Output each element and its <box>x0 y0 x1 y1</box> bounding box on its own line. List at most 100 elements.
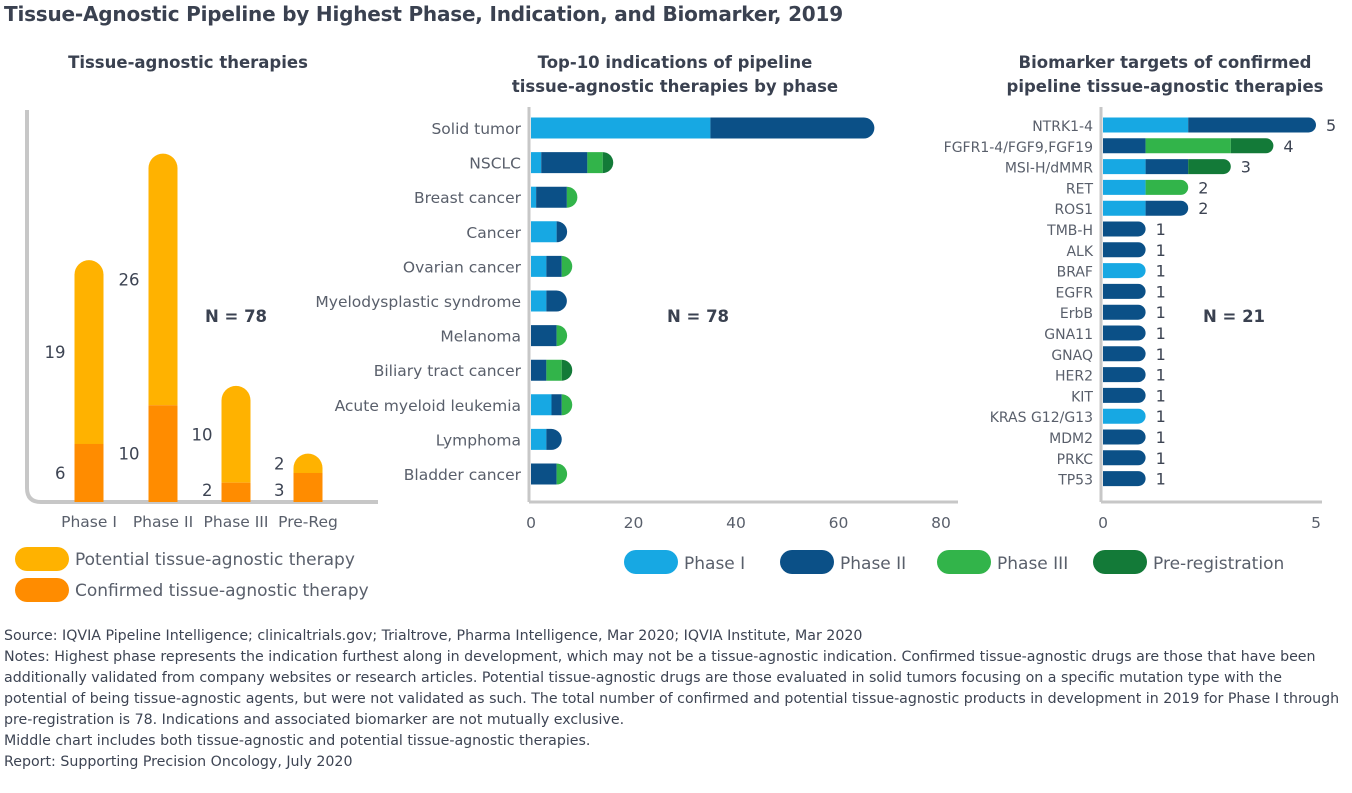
category-label-biliary-tract-cancer: Biliary tract cancer <box>374 362 522 380</box>
category-label-braf: BRAF <box>1057 265 1093 281</box>
chart3-n-annotation: N = 21 <box>1203 307 1265 326</box>
legend-swatch-phase-iii <box>937 550 991 574</box>
label-potential-phase-i: 19 <box>45 343 66 362</box>
bar-phase-i-acute-myeloid-leukemia <box>531 394 552 416</box>
bar-phase-ii-alk <box>1103 242 1146 258</box>
legend-swatch-pre-registration <box>1093 550 1147 574</box>
legend-label-phase-i: Phase I <box>684 554 745 574</box>
bar-phase-ii-kit <box>1103 387 1146 403</box>
category-label-ret: RET <box>1066 181 1094 197</box>
bar-phase-ii-acute-myeloid-leukemia <box>551 394 562 416</box>
total-label-tp53: 1 <box>1156 470 1166 489</box>
category-label-mdm2: MDM2 <box>1049 431 1093 447</box>
bar-phase-ii-tp53 <box>1103 471 1146 487</box>
chart3-title-line2: pipeline tissue-agnostic therapies <box>1007 77 1324 96</box>
bar-phase-iii-nsclc <box>587 152 603 174</box>
chart1-title: Tissue-agnostic therapies <box>68 53 308 72</box>
bar-phase-i-solid-tumor <box>531 117 711 139</box>
category-label-breast-cancer: Breast cancer <box>414 189 522 207</box>
total-label-tmb-h: 1 <box>1156 220 1166 239</box>
total-label-kit: 1 <box>1156 386 1166 405</box>
bar-potential-phase-i <box>74 260 104 444</box>
category-label-msi-h-dmmr: MSI-H/dMMR <box>1005 161 1093 177</box>
category-label-cancer: Cancer <box>466 224 521 242</box>
bar-phase-ii-erbb <box>1103 304 1146 320</box>
bar-phase-iii-biliary-tract-cancer <box>546 359 562 381</box>
total-label-msi-h-dmmr: 3 <box>1241 158 1251 177</box>
notes-middle-chart: Middle chart includes both tissue-agnost… <box>4 733 591 749</box>
category-label-ovarian-cancer: Ovarian cancer <box>403 258 522 276</box>
category-label-myelodysplastic-syndrome: Myelodysplastic syndrome <box>315 293 521 311</box>
chart1-axis <box>25 110 378 504</box>
category-label-gna11: GNA11 <box>1044 327 1093 343</box>
bar-phase-iii-breast-cancer <box>566 186 578 208</box>
bar-phase-i-kras-g12-g13 <box>1103 408 1146 424</box>
bar-phase-i-msi-h-dmmr <box>1103 159 1146 175</box>
bar-phase-ii-ros1 <box>1145 200 1189 216</box>
chart-phase-therapies: Tissue-agnostic therapies N = 78 19 6 Phas… <box>15 53 378 602</box>
total-label-fgfr1-4-fgf9-fgf19: 4 <box>1283 137 1293 156</box>
category-label-egfr: EGFR <box>1056 285 1094 301</box>
bar-pre-registration-msi-h-dmmr <box>1188 159 1231 175</box>
total-label-erbb: 1 <box>1156 303 1166 322</box>
bar-confirmed-phase-ii <box>148 405 178 502</box>
tick-label-phase-iii: Phase III <box>204 513 269 531</box>
label-confirmed-pre-reg: 3 <box>274 481 285 500</box>
bar-phase-ii-tmb-h <box>1103 221 1146 237</box>
bar-phase-ii-ovarian-cancer <box>546 255 562 277</box>
bar-pre-registration-fgfr1-4-fgf9-fgf19 <box>1230 138 1274 154</box>
tick-label-pre-reg: Pre-Reg <box>278 513 338 531</box>
report-note: Report: Supporting Precision Oncology, J… <box>4 754 353 770</box>
bar-phase-ii-egfr <box>1103 283 1146 299</box>
page-title: Tissue-Agnostic Pipeline by Highest Phas… <box>4 2 843 26</box>
category-label-melanoma: Melanoma <box>440 328 521 346</box>
category-label-lymphoma: Lymphoma <box>436 431 521 449</box>
total-label-kras-g12-g13: 1 <box>1156 407 1166 426</box>
bar-phase-ii-her2 <box>1103 367 1146 383</box>
total-label-ros1: 2 <box>1198 199 1208 218</box>
legend-label-phase-iii: Phase III <box>997 554 1068 574</box>
bar-phase-ii-ntrk1-4 <box>1188 117 1316 133</box>
x-tick-0: 0 <box>1098 514 1108 532</box>
bar-potential-pre-reg <box>293 453 323 473</box>
category-label-acute-myeloid-leukemia: Acute myeloid leukemia <box>335 397 521 415</box>
chart1-bars: 19 6 Phase I 26 10 Phase II 10 2 Phase III 2 3 Pre-… <box>45 153 338 531</box>
bar-phase-i-ros1 <box>1103 200 1146 216</box>
chart2-bars: Solid tumor NSCLC Breast cancer Cancer Ovari… <box>315 117 951 532</box>
notes: Notes: Highest phase represents the indi… <box>4 649 1340 728</box>
tick-label-phase-ii: Phase II <box>133 513 193 531</box>
bar-phase-ii-gnaq <box>1103 346 1146 362</box>
bar-phase-ii-solid-tumor <box>710 117 875 139</box>
label-confirmed-phase-ii: 10 <box>119 445 140 464</box>
bar-phase-iii-ret <box>1145 179 1189 195</box>
x-tick-5: 5 <box>1311 514 1321 532</box>
bar-confirmed-phase-i <box>74 443 104 502</box>
chart2-title-line2: tissue-agnostic therapies by phase <box>512 77 838 96</box>
bar-phase-i-ret <box>1103 179 1146 195</box>
total-label-prkc: 1 <box>1156 449 1166 468</box>
bar-phase-i-lymphoma <box>531 428 547 450</box>
bar-phase-i-ntrk1-4 <box>1103 117 1189 133</box>
bar-confirmed-phase-iii <box>221 482 251 502</box>
category-label-erbb: ErbB <box>1060 306 1093 322</box>
category-label-tp53: TP53 <box>1057 473 1093 489</box>
total-label-mdm2: 1 <box>1156 428 1166 447</box>
label-potential-pre-reg: 2 <box>274 454 285 473</box>
bar-phase-i-cancer <box>531 221 557 243</box>
category-label-kit: KIT <box>1071 389 1093 405</box>
bar-phase-ii-bladder-cancer <box>531 463 557 485</box>
category-label-kras-g12-g13: KRAS G12/G13 <box>990 410 1093 426</box>
bar-phase-i-myelodysplastic-syndrome <box>531 290 547 312</box>
bar-pre-registration-biliary-tract-cancer <box>561 359 573 381</box>
bar-phase-ii-nsclc <box>541 152 588 174</box>
legend-label-potential: Potential tissue-agnostic therapy <box>75 550 355 570</box>
footer: Source: IQVIA Pipeline Intelligence; cli… <box>4 626 1349 773</box>
bar-potential-phase-iii <box>221 385 251 483</box>
bar-phase-iii-bladder-cancer <box>556 463 568 485</box>
bar-phase-ii-myelodysplastic-syndrome <box>546 290 567 312</box>
chart1-n-annotation: N = 78 <box>205 307 267 326</box>
bar-phase-iii-melanoma <box>556 325 568 347</box>
bar-phase-ii-lymphoma <box>546 428 562 450</box>
bar-phase-ii-prkc <box>1103 450 1146 466</box>
category-label-bladder-cancer: Bladder cancer <box>404 466 522 484</box>
